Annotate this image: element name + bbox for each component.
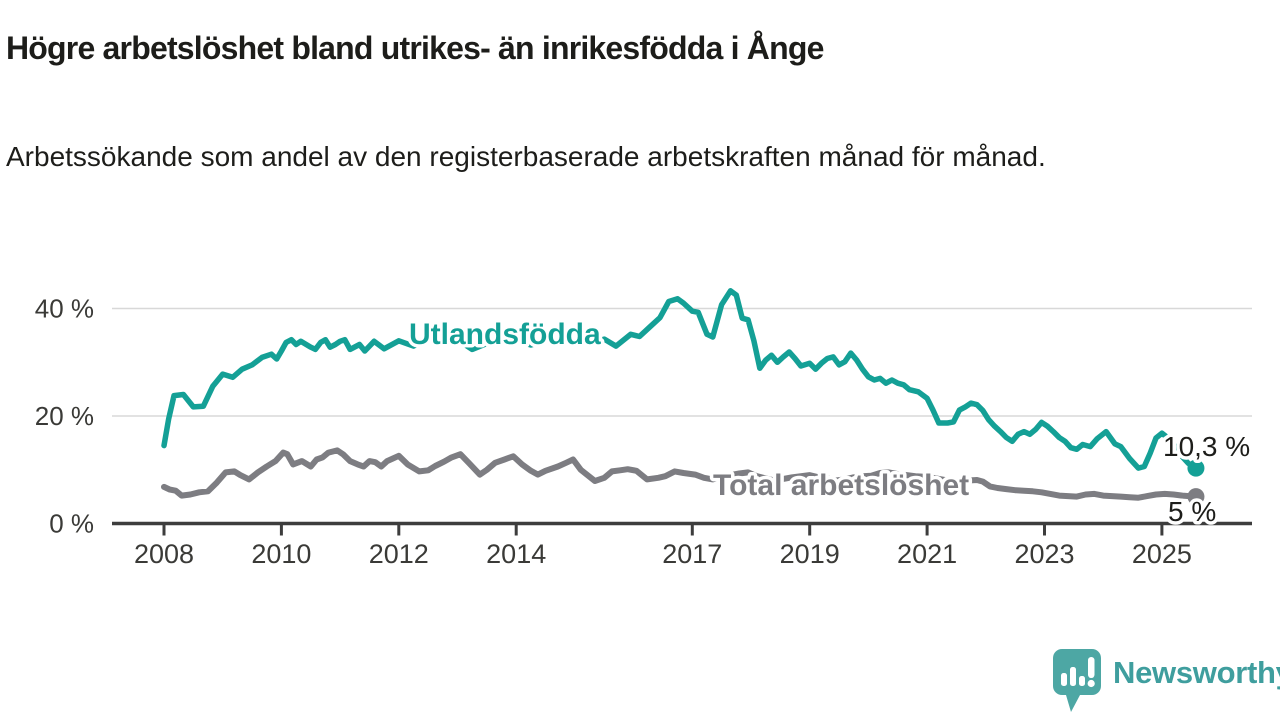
series-end-dot-total [1187, 488, 1205, 506]
x-tick-label: 2023 [1014, 539, 1074, 569]
newsworthy-logo-text: Newsworthy [1113, 655, 1280, 690]
x-tick-label: 2008 [134, 539, 194, 569]
x-tick-label: 2021 [897, 539, 957, 569]
series-end-dot-utlandsfodda [1187, 459, 1205, 477]
x-tick-label: 2012 [369, 539, 429, 569]
series-line-utlandsfodda [161, 288, 1199, 471]
logo-exclamation-stem [1088, 657, 1095, 678]
series-end-value-total: 5 % [1168, 496, 1216, 527]
logo-bar-1 [1061, 673, 1067, 686]
series-end-value-utlandsfodda: 10,3 % [1163, 431, 1250, 462]
series-label-utlandsfodda: Utlandsfödda [409, 318, 601, 351]
series-line-total [161, 447, 1199, 501]
x-tick-label: 2019 [780, 539, 840, 569]
x-tick-label: 2025 [1132, 539, 1192, 569]
y-axis-label: 20 % [35, 401, 94, 431]
x-tick-label: 2014 [486, 539, 546, 569]
y-axis-label: 0 % [49, 509, 94, 539]
page-subtitle: Arbetssökande som andel av den registerb… [6, 141, 1046, 172]
newsworthy-logo-icon [1053, 649, 1101, 712]
newsworthy-logo[interactable]: Newsworthy [1052, 648, 1280, 714]
logo-bar-3 [1079, 676, 1085, 686]
y-axis-label: 40 % [35, 294, 94, 324]
page-title: Högre arbetslöshet bland utrikes- än inr… [6, 30, 824, 66]
x-tick-label: 2010 [251, 539, 311, 569]
logo-bar-2 [1070, 667, 1076, 686]
x-tick-label: 2017 [662, 539, 722, 569]
logo-exclamation-dot [1087, 679, 1095, 688]
series-label-total: Total arbetslöshet [713, 469, 969, 502]
